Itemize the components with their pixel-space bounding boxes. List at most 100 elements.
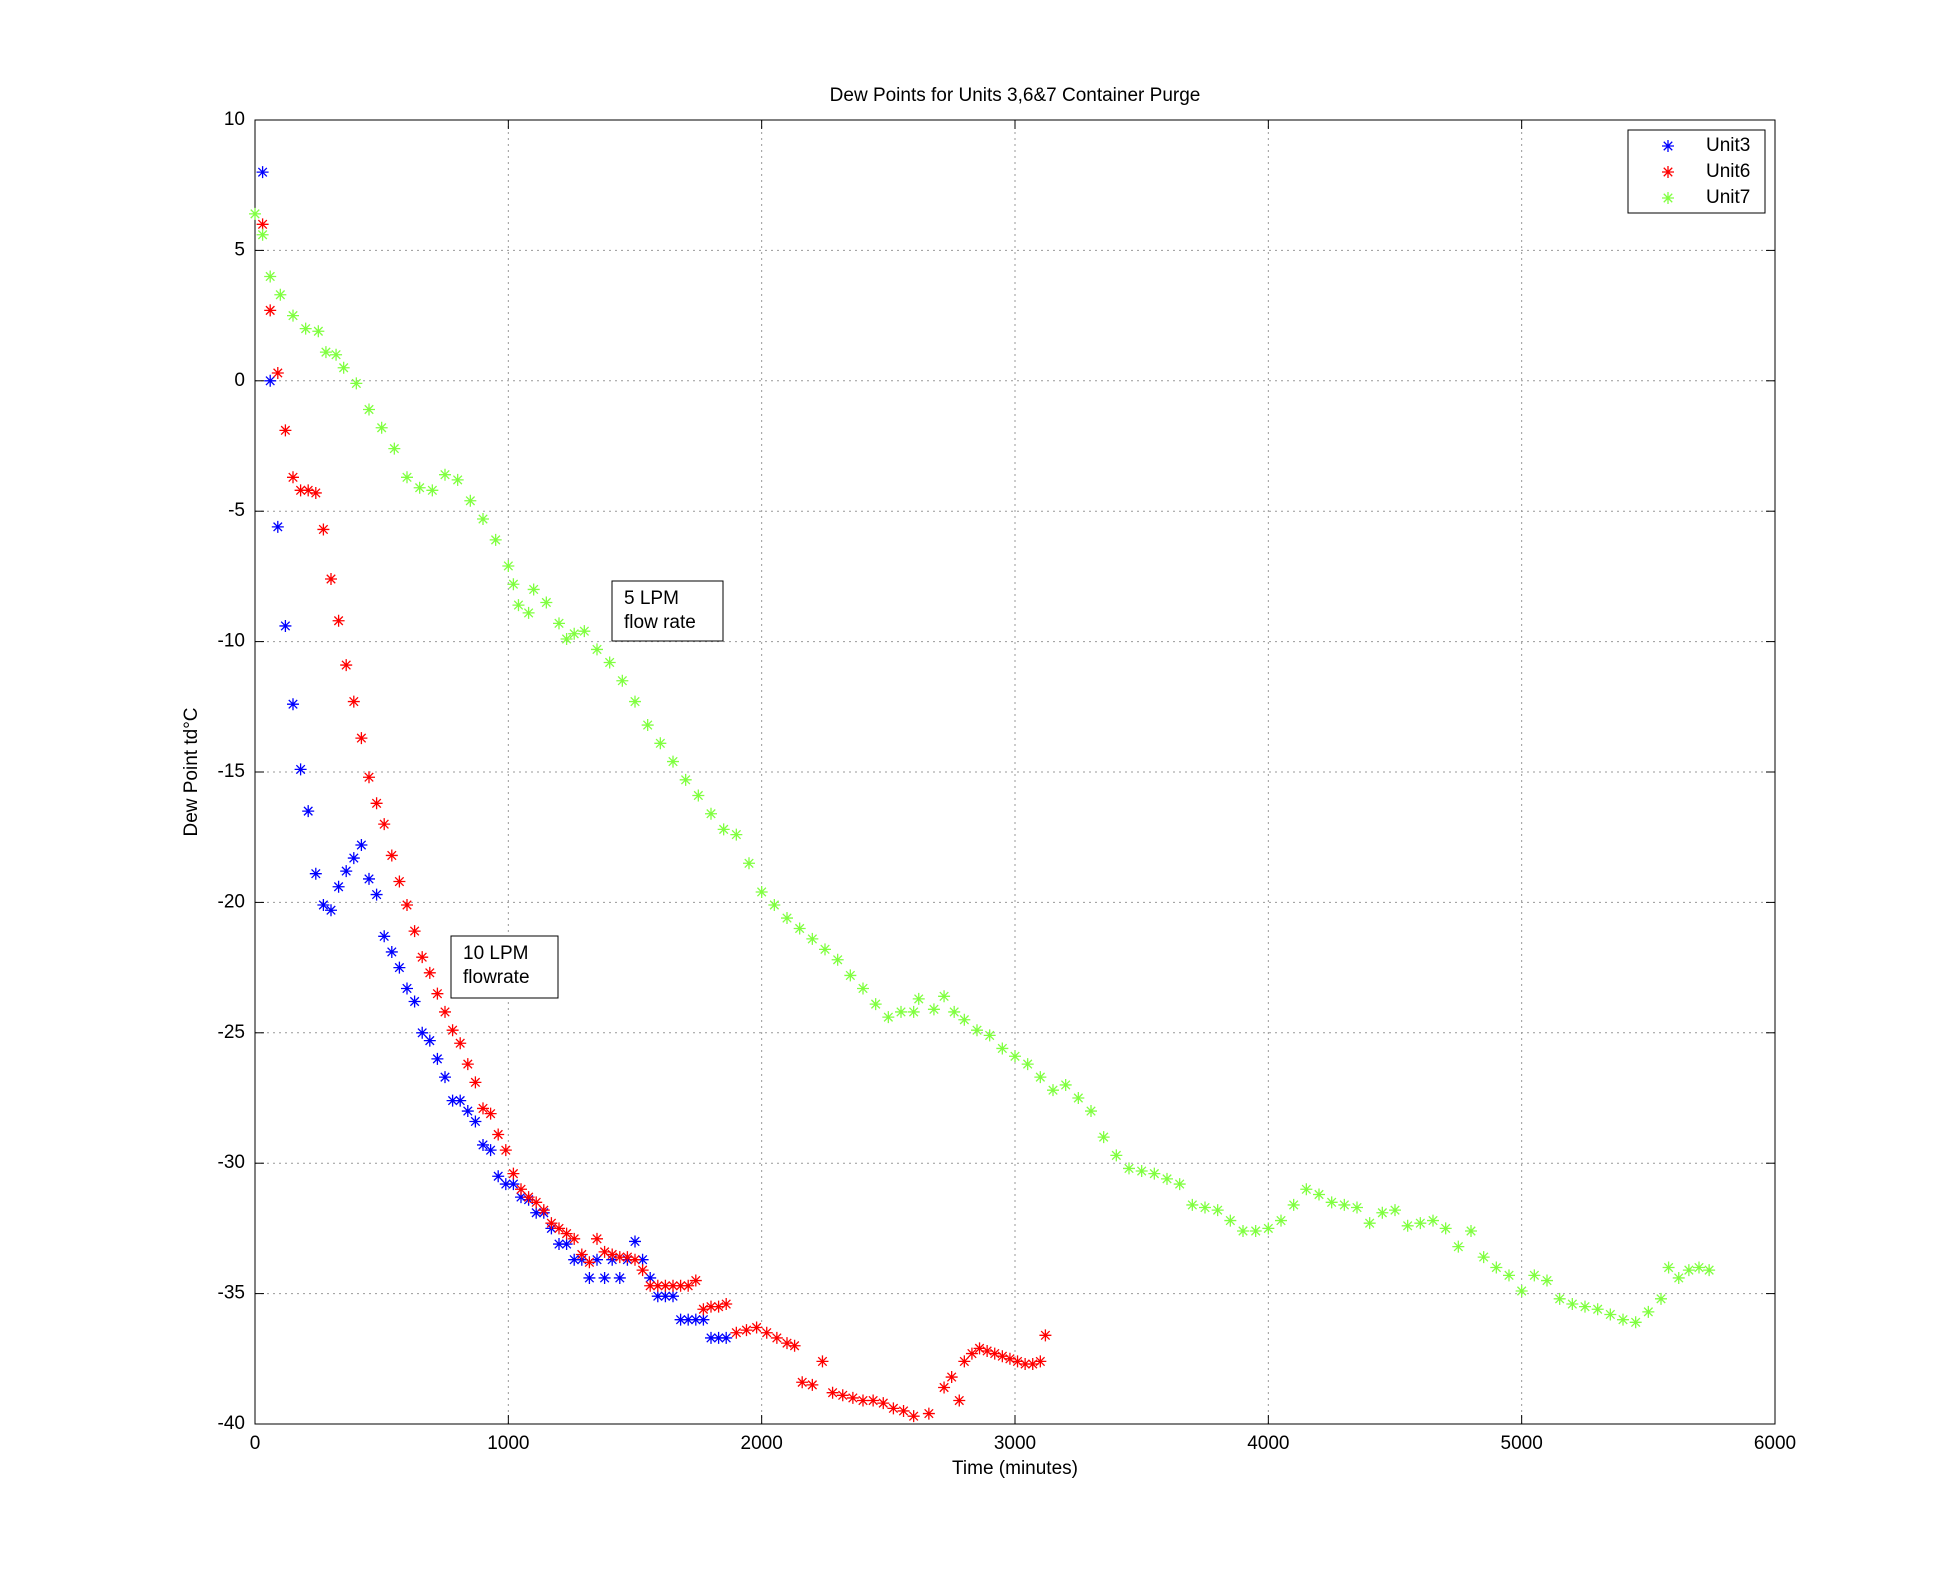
data-point: [1011, 1355, 1024, 1368]
data-point: [393, 961, 406, 974]
data-point: [317, 899, 330, 912]
y-tick-label: -25: [218, 1022, 245, 1043]
data-point: [451, 473, 464, 486]
data-point: [692, 789, 705, 802]
data-point: [1085, 1105, 1097, 1118]
data-point: [401, 471, 413, 484]
data-point: [629, 695, 641, 708]
data-point: [907, 1410, 920, 1423]
x-tick-label: 3000: [994, 1433, 1036, 1454]
data-point: [446, 1024, 459, 1037]
data-point: [1237, 1225, 1249, 1238]
data-point: [1629, 1316, 1642, 1329]
x-tick-label: 5000: [1501, 1433, 1543, 1454]
data-point: [768, 899, 781, 912]
data-point: [743, 857, 755, 870]
data-point: [1672, 1271, 1685, 1284]
data-point: [654, 737, 667, 750]
data-point: [439, 468, 451, 481]
data-point: [1135, 1165, 1148, 1178]
data-point: [938, 1381, 951, 1394]
data-point: [499, 1144, 512, 1157]
y-tick-label: -20: [218, 891, 245, 912]
data-point: [973, 1342, 986, 1355]
data-point: [1325, 1196, 1338, 1209]
data-point: [256, 166, 269, 179]
data-point: [309, 486, 322, 499]
data-point: [629, 1253, 641, 1266]
data-point: [1224, 1214, 1237, 1227]
data-point: [636, 1253, 649, 1266]
data-point: [1617, 1313, 1629, 1326]
data-point: [1439, 1222, 1452, 1235]
legend-marker: [1662, 192, 1674, 204]
data-point: [730, 828, 743, 841]
annotation-text: flowrate: [463, 967, 530, 988]
data-point: [568, 627, 581, 640]
data-point: [537, 1204, 550, 1217]
data-point: [705, 1331, 717, 1344]
data-point: [740, 1324, 753, 1337]
data-point: [1338, 1198, 1351, 1211]
data-point: [591, 643, 603, 656]
data-point: [287, 471, 299, 484]
data-point: [249, 207, 261, 220]
data-point: [717, 823, 730, 836]
y-tick-label: -5: [228, 500, 245, 521]
data-point: [953, 1394, 966, 1407]
data-point: [578, 625, 591, 638]
legend-marker: [1662, 166, 1674, 178]
data-point: [279, 424, 292, 437]
data-point: [1059, 1078, 1072, 1091]
data-point: [337, 361, 350, 374]
data-point: [806, 1378, 819, 1391]
legend-label: Unit6: [1706, 161, 1750, 182]
data-point: [1249, 1225, 1262, 1238]
data-point: [887, 1402, 900, 1415]
data-point: [603, 656, 616, 669]
data-point: [264, 374, 277, 387]
data-point: [426, 484, 439, 497]
data-point: [492, 1170, 505, 1183]
data-point: [388, 442, 401, 455]
data-point: [988, 1347, 1001, 1360]
data-point: [477, 513, 489, 526]
data-point: [1186, 1198, 1199, 1211]
data-point: [1021, 1058, 1034, 1071]
data-point: [1003, 1352, 1016, 1365]
data-point: [1034, 1355, 1047, 1368]
data-point: [682, 1279, 695, 1292]
data-point: [340, 659, 353, 672]
data-point: [1541, 1274, 1553, 1287]
data-point: [1009, 1050, 1021, 1063]
data-point: [836, 1389, 849, 1402]
data-point: [598, 1245, 611, 1258]
data-point: [922, 1407, 935, 1420]
data-point: [882, 1011, 895, 1024]
data-point: [1553, 1292, 1566, 1305]
data-point: [1427, 1214, 1439, 1227]
data-point: [996, 1350, 1009, 1363]
data-point: [385, 849, 398, 862]
data-point: [264, 304, 277, 317]
data-point: [1363, 1217, 1376, 1230]
data-point: [697, 1313, 710, 1326]
data-point: [1477, 1251, 1490, 1264]
data-point: [527, 583, 540, 596]
legend-label: Unit7: [1706, 187, 1750, 208]
data-point: [846, 1391, 859, 1404]
data-point: [927, 1003, 940, 1016]
data-point: [667, 1290, 679, 1303]
data-point: [1591, 1303, 1604, 1316]
y-tick-label: -40: [218, 1413, 245, 1434]
data-point: [857, 982, 869, 995]
data-point: [347, 852, 360, 865]
data-point: [1693, 1261, 1705, 1274]
data-point: [981, 1344, 994, 1357]
data-point: [659, 1290, 672, 1303]
data-point: [1047, 1084, 1059, 1097]
data-point: [469, 1076, 482, 1089]
data-point: [1528, 1269, 1541, 1282]
data-point: [271, 366, 284, 379]
